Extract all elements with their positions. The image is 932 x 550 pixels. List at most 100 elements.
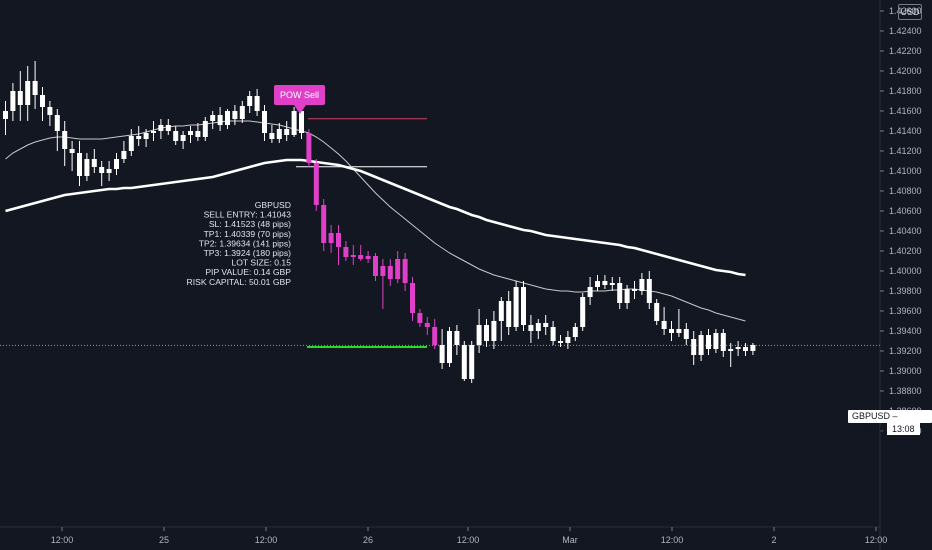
y-tick-label: 1.41600: [889, 106, 922, 116]
candle-body: [424, 323, 430, 327]
candle-body: [476, 325, 482, 345]
candle-body: [632, 289, 637, 291]
candles: [3, 61, 756, 383]
candle-body: [550, 327, 556, 341]
trade-levels: [0, 118, 880, 348]
candle-body: [595, 281, 600, 287]
candle-body: [254, 96, 260, 111]
candle-body: [535, 323, 541, 331]
candle-body: [32, 81, 38, 95]
candle-body: [262, 111, 267, 133]
candle-body: [77, 153, 82, 176]
candle-body: [128, 136, 134, 151]
y-tick-label: 1.40200: [889, 246, 922, 256]
y-tick-label: 1.42000: [889, 66, 922, 76]
candle-body: [728, 349, 734, 351]
trade-info-line: TP1: 1.40339 (70 pips): [204, 229, 292, 239]
candle-body: [543, 323, 549, 327]
candle-body: [683, 329, 689, 339]
candle-body: [232, 111, 238, 119]
candle-body: [284, 129, 290, 135]
candle-body: [202, 121, 208, 137]
trade-info-line: TP2: 1.39634 (141 pips): [199, 238, 291, 248]
candle-body: [358, 255, 364, 259]
candle-body: [210, 115, 216, 121]
x-tick-label: 12:00: [661, 535, 684, 545]
candle-body: [735, 347, 741, 349]
candle-body: [506, 301, 512, 327]
y-tick-label: 1.42400: [889, 26, 922, 36]
candle-body: [402, 259, 408, 283]
trade-info-line: TP3: 1.3924 (180 pips): [204, 248, 292, 258]
y-tick-label: 1.42200: [889, 46, 922, 56]
candle-body: [121, 151, 127, 159]
trade-info-line: SELL ENTRY: 1.41043: [204, 210, 292, 220]
candle-body: [639, 279, 645, 291]
x-tick-label: 12:00: [255, 535, 278, 545]
price-axis-ticks: 1.384001.386001.388001.390001.392001.394…: [880, 6, 922, 436]
y-tick-label: 1.40800: [889, 186, 922, 196]
candle-body: [188, 131, 193, 135]
candle-body: [713, 333, 719, 349]
candle-body: [410, 283, 415, 313]
candle-body: [99, 167, 105, 173]
candle-body: [624, 289, 630, 303]
candle-body: [69, 149, 75, 153]
candle-body: [469, 345, 475, 379]
candle-body: [158, 125, 164, 131]
candle-body: [143, 133, 149, 139]
candle-body: [84, 159, 90, 176]
y-tick-label: 1.39800: [889, 286, 922, 296]
candle-body: [40, 95, 45, 107]
y-tick-label: 1.39400: [889, 326, 922, 336]
candle-body: [432, 327, 438, 345]
candle-body: [439, 345, 445, 363]
candle-body: [336, 233, 341, 247]
candle-body: [521, 287, 526, 325]
trade-info-line: SL: 1.41523 (48 pips): [209, 219, 291, 229]
y-tick-label: 1.42600: [889, 6, 922, 16]
currency-button[interactable]: USD: [898, 4, 922, 20]
x-tick-label: 2: [771, 535, 776, 545]
candle-body: [321, 205, 327, 243]
candle-body: [558, 341, 563, 343]
candle-body: [306, 133, 312, 163]
candle-body: [269, 133, 275, 139]
candle-body: [720, 333, 726, 351]
x-tick-label: 12:00: [457, 535, 480, 545]
signal-label: POW Sell: [274, 85, 325, 105]
candle-body: [380, 266, 386, 276]
candle-body: [54, 115, 60, 131]
candle-body: [417, 313, 423, 323]
candle-body: [484, 325, 489, 341]
candle-body: [276, 129, 282, 139]
candle-body: [173, 131, 179, 141]
candle-body: [461, 345, 467, 379]
candle-body: [91, 159, 97, 167]
y-tick-label: 1.41800: [889, 86, 922, 96]
candle-body: [328, 233, 334, 243]
candle-body: [676, 329, 682, 333]
candle-body: [165, 125, 171, 131]
candle-body: [750, 345, 756, 351]
candle-body: [669, 329, 674, 333]
candle-body: [247, 96, 253, 106]
candle-body: [62, 131, 68, 149]
candle-body: [447, 331, 452, 363]
bar-countdown-badge: 13:08: [887, 423, 920, 435]
y-tick-label: 1.39600: [889, 306, 922, 316]
last-price-badge: GBPUSD – 1.39256: [848, 410, 932, 434]
candle-body: [47, 107, 53, 115]
candle-body: [291, 111, 297, 135]
candle-body: [106, 169, 112, 173]
candle-body: [365, 256, 371, 259]
trade-info-line: PIP VALUE: 0.14 GBP: [205, 267, 291, 277]
y-tick-label: 1.40400: [889, 226, 922, 236]
candle-body: [661, 321, 667, 329]
candle-body: [387, 266, 393, 279]
candle-body: [602, 281, 608, 285]
y-tick-label: 1.39000: [889, 366, 922, 376]
candle-body: [587, 287, 593, 297]
